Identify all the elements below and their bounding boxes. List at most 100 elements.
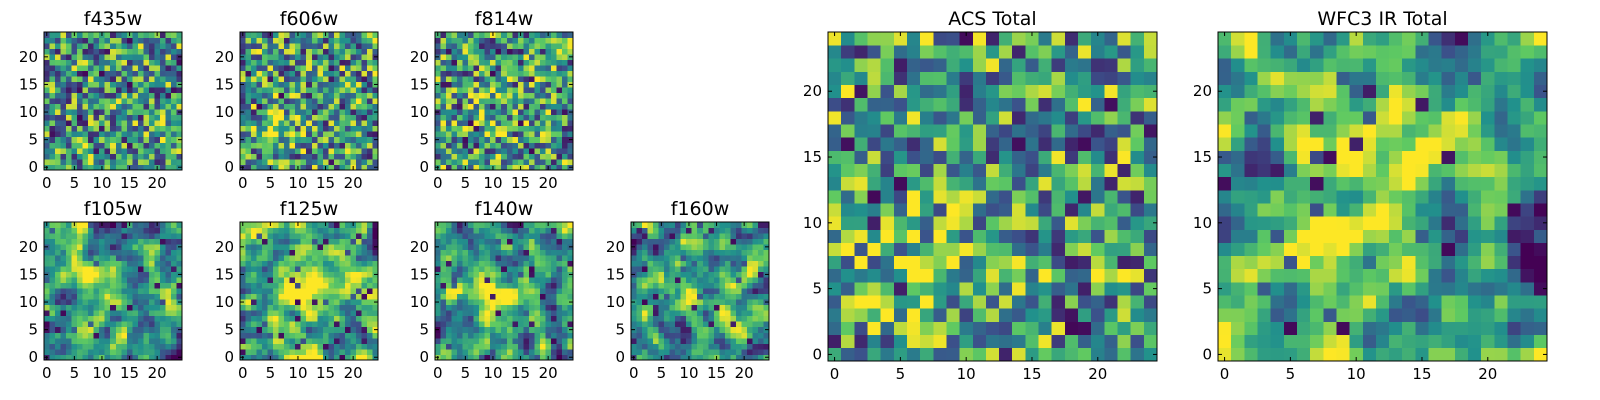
heatmap-cell xyxy=(88,76,95,83)
heatmap-cell xyxy=(176,125,183,132)
heatmap-cell xyxy=(240,348,246,355)
heatmap-cell xyxy=(273,282,279,289)
heatmap-cell xyxy=(539,266,546,273)
heatmap-cell xyxy=(154,337,161,344)
heatmap-cell xyxy=(440,136,447,143)
heatmap-cell xyxy=(339,98,346,105)
heatmap-cell xyxy=(361,233,368,239)
heatmap-cell xyxy=(328,354,335,361)
heatmap-cell xyxy=(473,32,480,38)
heatmap-cell xyxy=(289,125,296,132)
heatmap-cell xyxy=(121,222,128,228)
heatmap-cell xyxy=(495,142,502,149)
heatmap-cell xyxy=(355,354,362,361)
heatmap-cell xyxy=(468,249,474,256)
heatmap-cell xyxy=(534,238,541,245)
y-tick-label: 5 xyxy=(224,321,234,339)
heatmap-cell xyxy=(468,103,474,110)
heatmap-cell xyxy=(495,125,502,132)
heatmap-cell xyxy=(653,238,659,245)
heatmap-cell xyxy=(88,65,95,71)
heatmap-cell xyxy=(636,277,643,284)
heatmap-cell xyxy=(148,233,155,239)
heatmap-cell xyxy=(361,81,368,88)
heatmap-cell xyxy=(82,321,89,328)
heatmap-cell xyxy=(295,227,302,234)
heatmap-cell xyxy=(148,238,155,245)
heatmap-cell xyxy=(506,227,513,234)
heatmap-cell xyxy=(468,293,474,300)
heatmap-cell xyxy=(545,299,552,306)
heatmap-cell xyxy=(49,48,56,55)
heatmap-cell xyxy=(66,288,72,295)
heatmap-cell xyxy=(724,321,731,328)
heatmap-cell xyxy=(490,87,497,94)
heatmap-cell xyxy=(256,92,263,99)
heatmap-cell xyxy=(517,114,524,121)
heatmap-cell xyxy=(300,299,307,306)
heatmap-cell xyxy=(841,216,855,230)
heatmap-cell xyxy=(110,114,117,121)
heatmap-cell xyxy=(440,315,447,322)
heatmap-cell xyxy=(528,282,535,289)
heatmap-cell xyxy=(1064,203,1079,217)
heatmap-cell xyxy=(867,189,881,204)
heatmap-cell xyxy=(170,277,177,284)
heatmap-cell xyxy=(165,48,172,55)
heatmap-cell xyxy=(104,332,111,339)
heatmap-cell xyxy=(115,277,122,284)
heatmap-cell xyxy=(372,131,379,138)
heatmap-cell xyxy=(350,125,357,132)
heatmap-cell xyxy=(154,343,161,350)
heatmap-cell xyxy=(658,293,665,300)
heatmap-cell xyxy=(322,299,329,306)
heatmap-cell xyxy=(462,266,469,273)
heatmap-cell xyxy=(49,315,56,322)
heatmap-cell xyxy=(273,70,279,77)
heatmap-cell xyxy=(284,98,291,105)
heatmap-cell xyxy=(322,54,329,60)
heatmap-cell xyxy=(71,158,78,165)
heatmap-cell xyxy=(451,65,458,71)
heatmap-cell xyxy=(350,48,357,55)
heatmap-cell xyxy=(501,54,508,60)
heatmap-cell xyxy=(339,120,346,127)
heatmap-cell xyxy=(344,54,351,60)
heatmap-cell xyxy=(664,337,670,344)
heatmap-cell xyxy=(251,114,257,121)
heatmap-cell xyxy=(245,222,252,228)
heatmap-cell xyxy=(159,337,166,344)
heatmap-cell xyxy=(284,337,291,344)
heatmap-cell xyxy=(132,304,139,311)
heatmap-cell xyxy=(523,332,530,339)
heatmap-cell xyxy=(545,114,552,121)
x-tick-label: 15 xyxy=(511,364,530,382)
heatmap-cell xyxy=(440,147,447,154)
heatmap-cell xyxy=(1078,216,1092,230)
heatmap-cell xyxy=(457,348,463,355)
heatmap-cell xyxy=(446,271,452,278)
heatmap-cell xyxy=(1051,242,1066,257)
x-tick-label: 10 xyxy=(92,364,111,382)
heatmap-cell xyxy=(446,37,452,44)
heatmap-cell xyxy=(946,242,960,257)
heatmap-cell xyxy=(137,54,144,60)
heatmap-cell xyxy=(154,54,161,60)
heatmap-cell xyxy=(550,304,557,311)
heatmap-cell xyxy=(300,310,307,317)
heatmap-cell xyxy=(746,288,753,295)
heatmap-cell xyxy=(451,227,458,234)
heatmap-cell xyxy=(159,32,166,38)
heatmap-cell xyxy=(126,120,133,127)
heatmap-cell xyxy=(675,277,682,284)
heatmap-cell xyxy=(512,233,519,239)
heatmap-cell xyxy=(473,114,480,121)
heatmap-cell xyxy=(501,288,508,295)
heatmap-cell xyxy=(1064,334,1079,349)
heatmap-cell xyxy=(311,81,318,88)
heatmap-cell xyxy=(457,54,463,60)
heatmap-cell xyxy=(539,293,546,300)
x-tick-label: 15 xyxy=(511,174,530,192)
heatmap-cell xyxy=(322,65,329,71)
heatmap-cell xyxy=(251,222,257,228)
